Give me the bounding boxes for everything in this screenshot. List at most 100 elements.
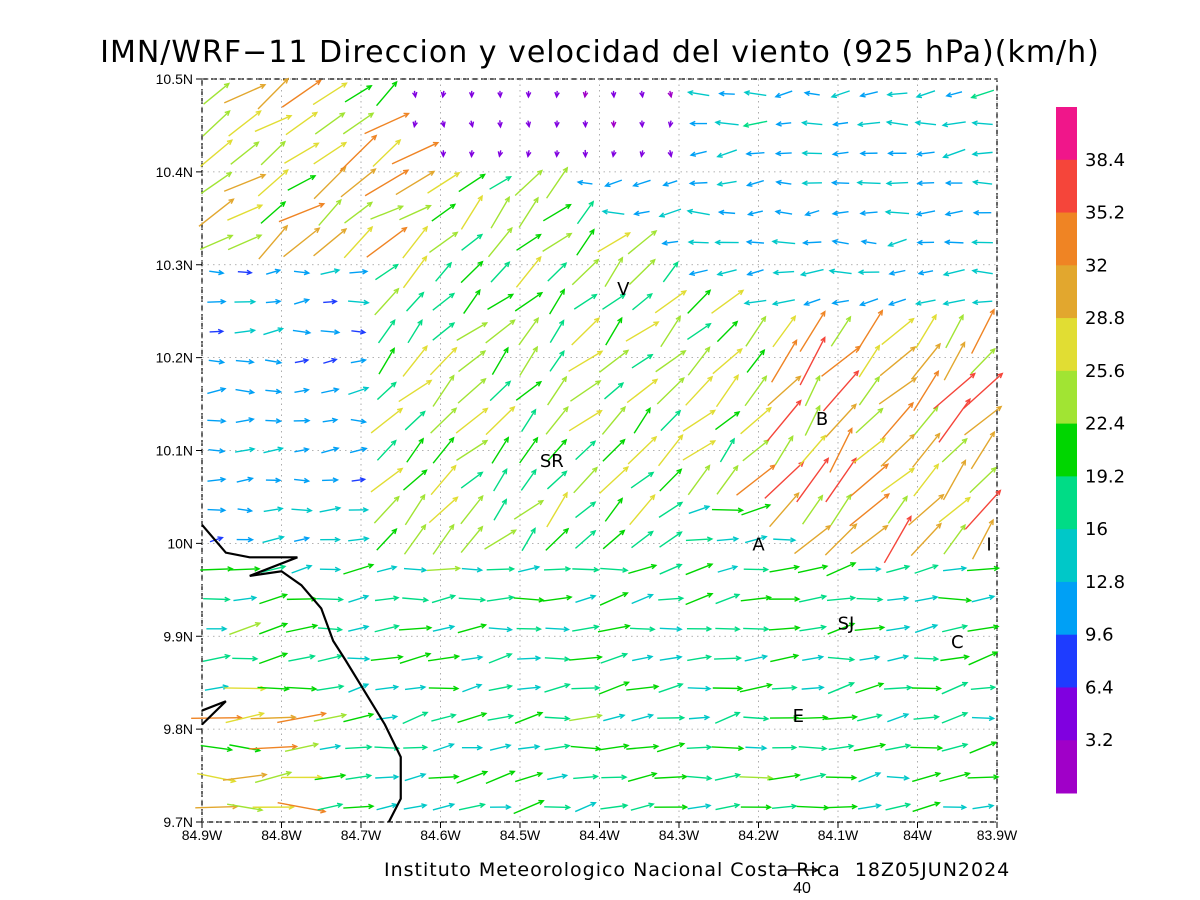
wind-vector — [431, 203, 457, 222]
wind-vector — [322, 477, 340, 483]
wind-vector — [850, 463, 890, 497]
wind-vector — [966, 565, 1001, 572]
wind-vector — [599, 465, 630, 494]
wind-vector — [883, 684, 913, 691]
wind-vector — [342, 112, 375, 135]
wind-vector — [542, 594, 573, 602]
wind-vector — [943, 523, 966, 555]
wind-vector — [398, 379, 433, 403]
wind-vector — [202, 109, 231, 137]
wind-vector — [429, 346, 458, 376]
wind-vector — [348, 299, 370, 306]
wind-vector — [569, 654, 603, 661]
wind-vector — [883, 515, 912, 564]
wind-vector — [233, 595, 258, 602]
wind-vector — [799, 310, 826, 352]
wind-vector — [236, 476, 255, 483]
wind-vector — [794, 524, 832, 555]
wind-vector — [659, 626, 683, 632]
credit-line: Instituto Meteorologico Nacional Costa R… — [384, 859, 1010, 881]
wind-vector — [517, 655, 542, 662]
wind-vector — [887, 298, 907, 306]
wind-vector — [489, 176, 513, 190]
wind-vector — [545, 405, 569, 435]
wind-vector — [941, 624, 969, 633]
colorbar-swatch — [1056, 529, 1077, 583]
wind-vector — [428, 685, 460, 692]
wind-vector — [258, 224, 289, 260]
wind-vector — [399, 204, 432, 221]
credit-institution: Instituto Meteorologico Nacional Costa R… — [384, 859, 841, 881]
wind-vector — [576, 228, 595, 256]
wind-vector — [656, 742, 686, 753]
wind-vector — [773, 537, 797, 543]
wind-vector — [767, 375, 802, 407]
wind-vector — [319, 505, 342, 513]
wind-vector — [232, 655, 259, 662]
wind-vector — [554, 120, 560, 129]
wind-vector — [598, 349, 630, 373]
wind-vector — [968, 651, 999, 666]
wind-vector — [545, 527, 570, 551]
wind-vector — [972, 209, 992, 216]
wind-vector — [582, 120, 589, 129]
wind-vector — [568, 350, 604, 372]
wind-vector — [800, 120, 823, 126]
wind-vector — [493, 467, 508, 492]
wind-vector — [686, 322, 712, 341]
wind-vector — [348, 594, 370, 603]
wind-vector — [516, 233, 542, 251]
wind-vector — [209, 269, 225, 276]
wind-vector — [460, 194, 483, 230]
wind-vector — [377, 318, 396, 344]
wind-vector — [234, 298, 257, 305]
wind-vector — [349, 268, 369, 275]
wind-vector — [971, 239, 993, 246]
wind-vector — [403, 803, 428, 810]
wind-vector — [687, 346, 711, 376]
wind-vector — [348, 683, 370, 693]
wind-vector — [440, 150, 447, 158]
colorbar-swatch — [1056, 159, 1077, 214]
wind-vector — [654, 773, 689, 780]
wind-vector — [395, 170, 436, 196]
wind-vector — [254, 114, 293, 133]
wind-vector — [830, 315, 852, 347]
wind-vector — [716, 269, 737, 277]
coastline-main — [201, 524, 402, 823]
x-tick-label: 84.7W — [341, 827, 382, 843]
wind-vector — [513, 597, 545, 603]
wind-vector — [412, 120, 418, 129]
wind-vector — [631, 530, 654, 549]
wind-vector — [489, 380, 512, 402]
wind-vector — [294, 477, 311, 484]
wind-vector — [568, 409, 603, 432]
wind-vector — [967, 774, 1000, 780]
wind-vector — [373, 495, 400, 524]
wind-vector — [687, 654, 713, 662]
wind-vector — [659, 563, 683, 575]
wind-vector — [223, 83, 267, 104]
wind-vector — [774, 434, 794, 466]
wind-vector — [554, 150, 560, 158]
wind-vector — [487, 293, 515, 310]
wind-vector — [569, 713, 603, 722]
wind-vector — [599, 743, 630, 751]
wind-vector — [322, 417, 339, 424]
wind-vector — [312, 82, 348, 106]
wind-vector — [284, 142, 320, 164]
wind-vector — [941, 437, 968, 463]
wind-vector — [320, 329, 341, 335]
y-tick-label: 9.8N — [163, 721, 193, 737]
wind-vector — [964, 489, 1002, 530]
city-label: SJ — [838, 613, 855, 634]
wind-vector — [887, 495, 908, 524]
wind-vector — [627, 229, 658, 255]
wind-vector — [717, 565, 739, 573]
wind-vector — [228, 110, 262, 137]
x-tick-label: 84.3W — [659, 827, 700, 843]
wind-vector — [798, 594, 828, 603]
wind-vector — [801, 684, 825, 691]
wind-vector — [685, 536, 714, 542]
wind-vector — [881, 401, 914, 440]
